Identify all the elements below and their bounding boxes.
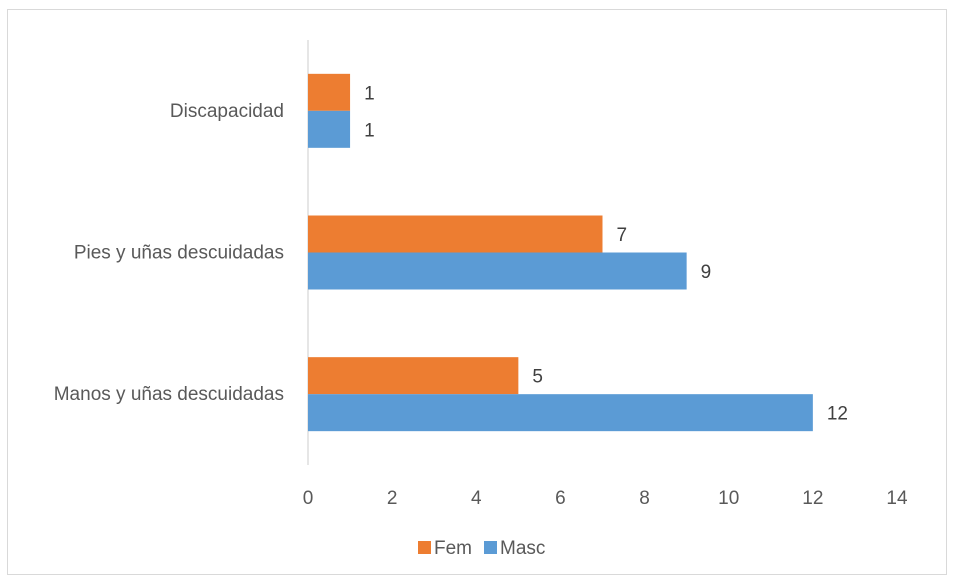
bar-fem bbox=[308, 215, 603, 253]
x-tick-labels: 0 2 4 6 8 10 12 14 bbox=[303, 488, 908, 509]
category-label: Pies y uñas descuidadas bbox=[74, 243, 284, 264]
x-tick-label: 6 bbox=[555, 488, 566, 509]
bar-fem bbox=[308, 357, 519, 395]
bar-masc bbox=[308, 110, 351, 148]
legend-label-masc: Masc bbox=[500, 538, 545, 559]
x-tick-label: 0 bbox=[303, 488, 314, 509]
bars-group bbox=[308, 73, 813, 432]
data-label: 1 bbox=[364, 83, 375, 104]
legend: Fem Masc bbox=[418, 538, 545, 559]
x-tick-label: 12 bbox=[802, 488, 823, 509]
bar-fem bbox=[308, 73, 351, 111]
category-label: Discapacidad bbox=[170, 101, 284, 122]
x-tick-label: 4 bbox=[471, 488, 482, 509]
legend-swatch-masc bbox=[484, 541, 497, 554]
data-label: 12 bbox=[827, 404, 848, 425]
legend-swatch-fem bbox=[418, 541, 431, 554]
category-labels: Discapacidad Pies y uñas descuidadas Manos… bbox=[54, 101, 284, 405]
data-label: 9 bbox=[701, 262, 712, 283]
x-tick-label: 8 bbox=[639, 488, 650, 509]
chart-frame bbox=[7, 9, 947, 575]
bar-masc bbox=[308, 394, 813, 432]
data-label: 7 bbox=[617, 225, 628, 246]
x-tick-label: 10 bbox=[718, 488, 739, 509]
x-tick-label: 2 bbox=[387, 488, 398, 509]
bar-masc bbox=[308, 252, 687, 290]
data-labels: 1 1 7 9 5 12 bbox=[364, 83, 848, 424]
category-label: Manos y uñas descuidadas bbox=[54, 384, 284, 405]
data-label: 1 bbox=[364, 120, 375, 141]
data-label: 5 bbox=[532, 367, 543, 388]
legend-label-fem: Fem bbox=[434, 538, 472, 559]
x-tick-label: 14 bbox=[886, 488, 908, 509]
